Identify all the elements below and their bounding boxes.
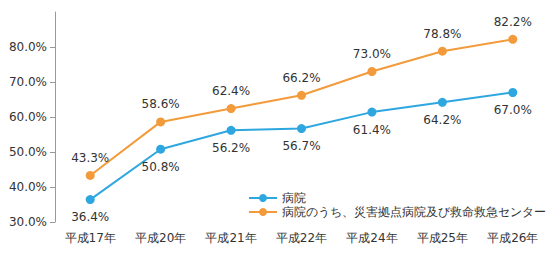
svg-text:80.0%: 80.0% [9,40,47,54]
svg-text:平成22年: 平成22年 [276,231,327,245]
svg-text:62.4%: 62.4% [212,84,250,98]
svg-text:64.2%: 64.2% [423,113,461,127]
svg-text:40.0%: 40.0% [9,180,47,194]
svg-text:平成17年: 平成17年 [65,231,116,245]
svg-text:病院のうち、災害拠点病院及び救命救急センター: 病院のうち、災害拠点病院及び救命救急センター [282,205,546,219]
svg-text:58.6%: 58.6% [142,97,180,111]
svg-text:56.7%: 56.7% [282,139,320,153]
svg-text:56.2%: 56.2% [212,141,250,155]
svg-text:82.2%: 82.2% [494,15,532,29]
svg-text:平成20年: 平成20年 [135,231,186,245]
svg-text:67.0%: 67.0% [494,103,532,117]
svg-text:66.2%: 66.2% [282,71,320,85]
svg-text:36.4%: 36.4% [71,210,109,224]
svg-text:61.4%: 61.4% [353,123,391,137]
svg-text:73.0%: 73.0% [353,47,391,61]
svg-text:50.0%: 50.0% [9,145,47,159]
svg-text:78.8%: 78.8% [423,27,461,41]
svg-text:30.0%: 30.0% [9,215,47,229]
svg-text:平成24年: 平成24年 [346,231,397,245]
svg-text:50.8%: 50.8% [142,160,180,174]
svg-text:平成25年: 平成25年 [417,231,468,245]
svg-text:病院: 病院 [282,191,306,205]
svg-text:平成26年: 平成26年 [487,231,538,245]
svg-text:43.3%: 43.3% [71,151,109,165]
svg-text:平成21年: 平成21年 [205,231,256,245]
svg-text:60.0%: 60.0% [9,110,47,124]
svg-text:70.0%: 70.0% [9,75,47,89]
